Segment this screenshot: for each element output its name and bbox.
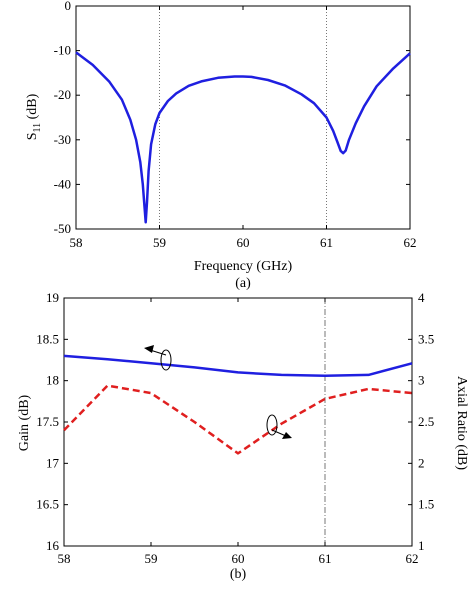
chart-a-x-tick-label-0: 58 xyxy=(70,235,83,250)
chart-b-left-y-tick-label-5: 16.5 xyxy=(36,497,59,512)
chart-b-plot-area xyxy=(63,297,413,547)
chart-b-x-tick-label-4: 62 xyxy=(406,551,419,566)
chart-b-x-tick-label-0: 58 xyxy=(58,551,71,566)
chart-a-y-tick-label-2: -20 xyxy=(54,87,71,102)
chart-b-panel-label: (b) xyxy=(230,567,247,582)
chart-a-x-tick-label-4: 62 xyxy=(404,235,417,250)
chart-b-right-y-tick-label-3: 2.5 xyxy=(418,414,434,429)
chart-b-series-line-1 xyxy=(63,384,413,455)
chart-a-grid xyxy=(159,6,327,229)
axial-ratio-axis-arrow-annotation xyxy=(266,414,292,439)
chart-a: 58 59 60 61 62 0 -10 -20 -30 -40 -50 Frequency (G… xyxy=(25,0,417,291)
chart-b-left-y-tick-label-1: 18.5 xyxy=(36,331,59,346)
chart-b-left-y-ticks: 19 18.5 18 17.5 17 16.5 16 xyxy=(36,290,68,553)
chart-b-left-y-tick-label-3: 17.5 xyxy=(36,414,59,429)
chart-a-y-tick-label-4: -40 xyxy=(54,176,71,191)
chart-b-right-y-tick-label-2: 3 xyxy=(418,373,425,388)
chart-b-x-tick-label-1: 59 xyxy=(145,551,158,566)
chart-b-left-y-tick-label-6: 16 xyxy=(46,538,60,553)
chart-a-y-tick-label-0: 0 xyxy=(65,0,72,13)
chart-b-left-y-tick-label-4: 17 xyxy=(46,455,60,470)
chart-b-left-y-tick-label-0: 19 xyxy=(46,290,59,305)
chart-b-right-y-label: Axial Ratio (dB) xyxy=(454,376,469,470)
chart-b: 58 59 60 61 62 19 18.5 18 17.5 17 16.5 16 4 3.5 3 2.5… xyxy=(17,290,469,582)
chart-b-right-y-tick-label-5: 1.5 xyxy=(418,497,434,512)
chart-b-right-y-tick-label-4: 2 xyxy=(418,455,425,470)
chart-a-series xyxy=(75,51,411,224)
chart-a-y-tick-label-5: -50 xyxy=(54,221,71,236)
gain-axis-arrow-annotation xyxy=(144,345,172,371)
chart-a-y-tick-label-3: -30 xyxy=(54,132,71,147)
chart-a-y-tick-label-1: -10 xyxy=(54,43,71,58)
chart-a-y-label: S11 (dB) xyxy=(25,93,43,140)
chart-a-x-tick-label-2: 60 xyxy=(237,235,250,250)
chart-a-panel-label: (a) xyxy=(235,276,251,291)
chart-a-y-ticks: 0 -10 -20 -30 -40 -50 xyxy=(54,0,410,236)
chart-a-x-label: Frequency (GHz) xyxy=(194,259,293,274)
chart-b-right-y-ticks: 4 3.5 3 2.5 2 1.5 1 xyxy=(408,290,434,553)
chart-a-x-ticks: 58 59 60 61 62 xyxy=(70,6,417,250)
chart-b-right-y-tick-label-6: 1 xyxy=(418,538,425,553)
chart-b-left-y-tick-label-2: 18 xyxy=(46,373,59,388)
chart-b-right-y-tick-label-0: 4 xyxy=(418,290,425,305)
chart-a-x-tick-label-1: 59 xyxy=(153,235,166,250)
chart-a-y-label-sub: 11 xyxy=(32,123,43,133)
chart-b-x-ticks: 58 59 60 61 62 xyxy=(58,298,419,566)
chart-a-series-line-0 xyxy=(75,51,411,224)
chart-a-y-label-unit: (dB) xyxy=(25,93,40,123)
chart-b-series xyxy=(63,354,413,455)
chart-b-series-line-0 xyxy=(63,354,413,377)
chart-b-x-tick-label-3: 61 xyxy=(319,551,332,566)
chart-b-right-y-tick-label-1: 3.5 xyxy=(418,331,434,346)
chart-b-x-tick-label-2: 60 xyxy=(232,551,245,566)
chart-a-x-tick-label-3: 61 xyxy=(320,235,333,250)
chart-b-left-y-label: Gain (dB) xyxy=(17,394,32,451)
chart-a-y-label-main: S xyxy=(25,133,40,141)
